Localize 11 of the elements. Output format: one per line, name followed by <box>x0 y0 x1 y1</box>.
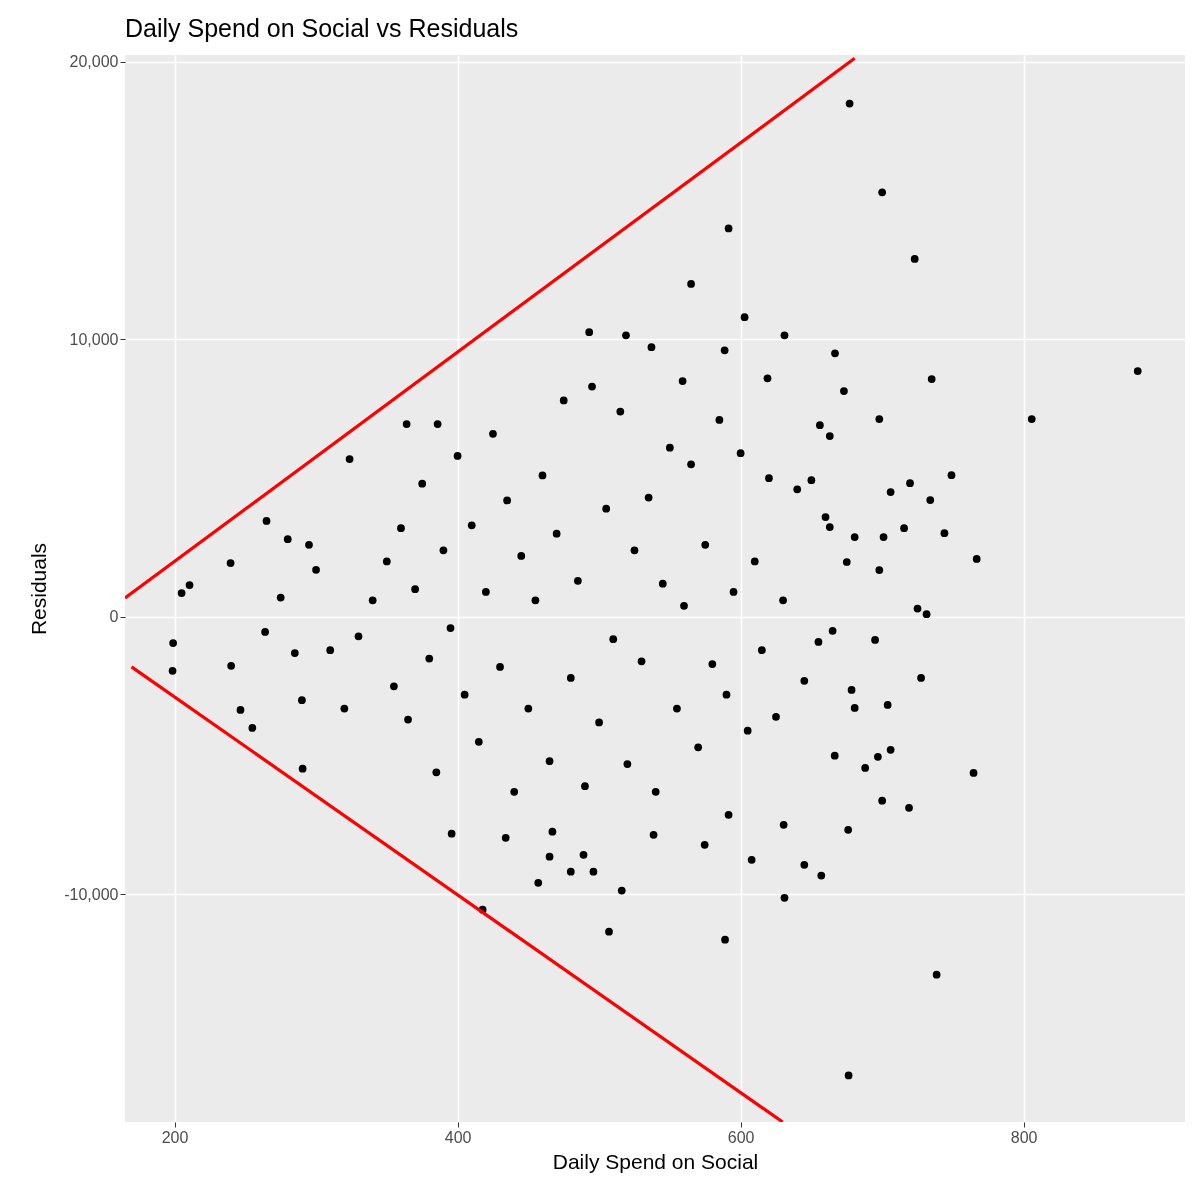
x-tick-label: 400 <box>444 1128 472 1146</box>
y-axis-title: Residuals <box>27 542 51 636</box>
y-tick-label: 20,000 <box>69 53 119 71</box>
x-tick-label: 600 <box>727 1128 755 1146</box>
x-axis-title: Daily Spend on Social <box>552 1149 759 1173</box>
chart-title: Daily Spend on Social vs Residuals <box>125 13 519 42</box>
y-tick-label: 10,000 <box>69 330 119 348</box>
y-tick-label: -10,000 <box>64 885 119 903</box>
x-tick-label: 800 <box>1010 1128 1038 1146</box>
x-tick-label: 200 <box>161 1128 189 1146</box>
y-tick-label: 0 <box>109 608 119 626</box>
